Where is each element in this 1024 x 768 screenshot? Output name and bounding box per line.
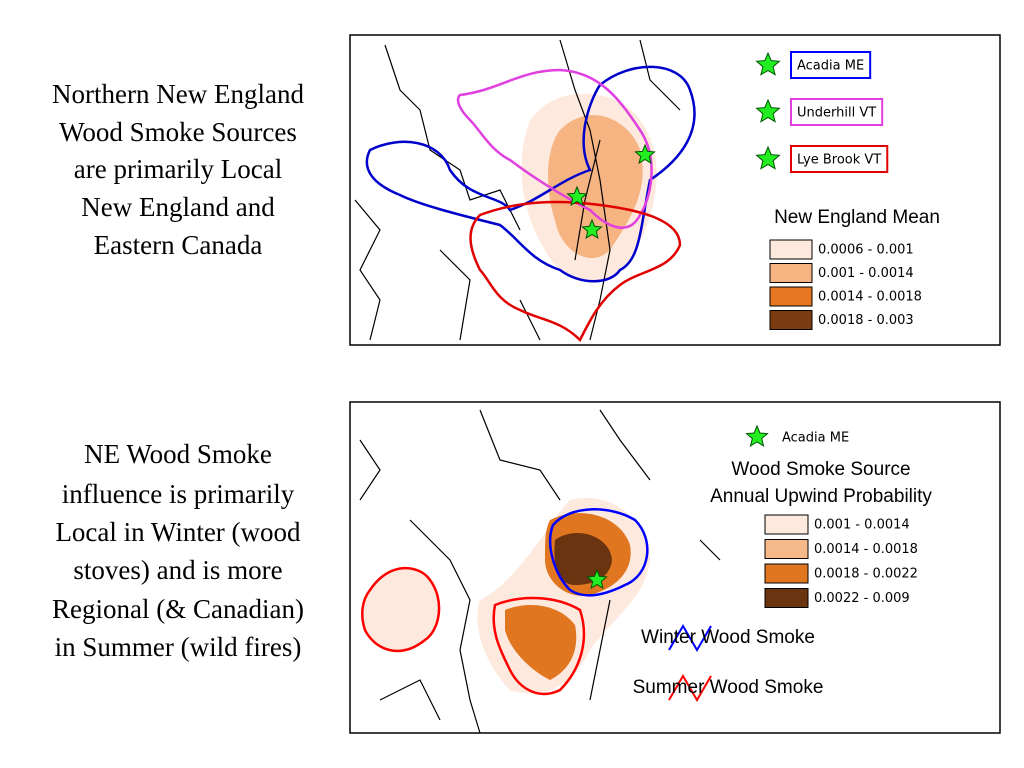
caption-line: Local in Winter (wood bbox=[55, 517, 301, 547]
station-label: Underhill VT bbox=[797, 106, 876, 121]
caption-line: New England and bbox=[81, 192, 275, 222]
legend-label: 0.0022 - 0.009 bbox=[814, 591, 910, 606]
legend-label: 0.0014 - 0.0018 bbox=[818, 290, 922, 305]
star bbox=[755, 145, 781, 170]
legend-title: New England Mean bbox=[774, 207, 940, 228]
map-top bbox=[349, 34, 1001, 346]
station-box bbox=[790, 51, 872, 79]
legend-swatch bbox=[764, 563, 809, 584]
legend-label: 0.0018 - 0.003 bbox=[818, 313, 914, 328]
star bbox=[586, 568, 608, 590]
map-bottom bbox=[349, 401, 1001, 734]
star bbox=[634, 143, 656, 165]
legend-swatch bbox=[769, 286, 813, 307]
caption-line: stoves) and is more bbox=[73, 555, 282, 585]
line-symbol bbox=[668, 674, 712, 702]
station-label: Acadia ME bbox=[797, 59, 864, 74]
legend-title: Wood Smoke Source bbox=[731, 459, 910, 480]
caption-line: Eastern Canada bbox=[94, 230, 263, 260]
legend-swatch bbox=[764, 588, 809, 608]
caption-line: Wood Smoke Sources bbox=[59, 117, 297, 147]
legend-swatch bbox=[769, 263, 813, 283]
star bbox=[566, 185, 588, 207]
legend-swatch bbox=[764, 514, 809, 535]
star bbox=[755, 51, 781, 76]
legend-title: Annual Upwind Probability bbox=[710, 486, 932, 507]
legend-label: 0.001 - 0.0014 bbox=[818, 266, 914, 281]
caption-line: are primarily Local bbox=[74, 154, 282, 184]
line-label: Winter Wood Smoke bbox=[641, 627, 815, 648]
station-label: Acadia ME bbox=[782, 431, 849, 446]
line-symbol bbox=[668, 624, 712, 652]
legend-swatch bbox=[769, 310, 813, 330]
star bbox=[755, 98, 781, 123]
legend-swatch bbox=[769, 239, 813, 260]
station-box bbox=[790, 145, 889, 173]
legend-swatch bbox=[764, 539, 809, 559]
station-box bbox=[790, 98, 884, 126]
line-label: Summer Wood Smoke bbox=[633, 677, 824, 698]
caption-line: in Summer (wild fires) bbox=[55, 632, 302, 662]
star bbox=[581, 218, 603, 240]
caption-line: Northern New England bbox=[52, 79, 304, 109]
caption-line: Regional (& Canadian) bbox=[52, 594, 304, 624]
star bbox=[745, 424, 769, 447]
caption-line: NE Wood Smoke bbox=[84, 439, 272, 469]
legend-label: 0.0018 - 0.0022 bbox=[814, 567, 918, 582]
station-label: Lye Brook VT bbox=[797, 153, 881, 168]
legend-label: 0.0006 - 0.001 bbox=[818, 243, 914, 258]
legend-label: 0.001 - 0.0014 bbox=[814, 518, 910, 533]
legend-label: 0.0014 - 0.0018 bbox=[814, 542, 918, 557]
caption-line: influence is primarily bbox=[62, 479, 295, 509]
